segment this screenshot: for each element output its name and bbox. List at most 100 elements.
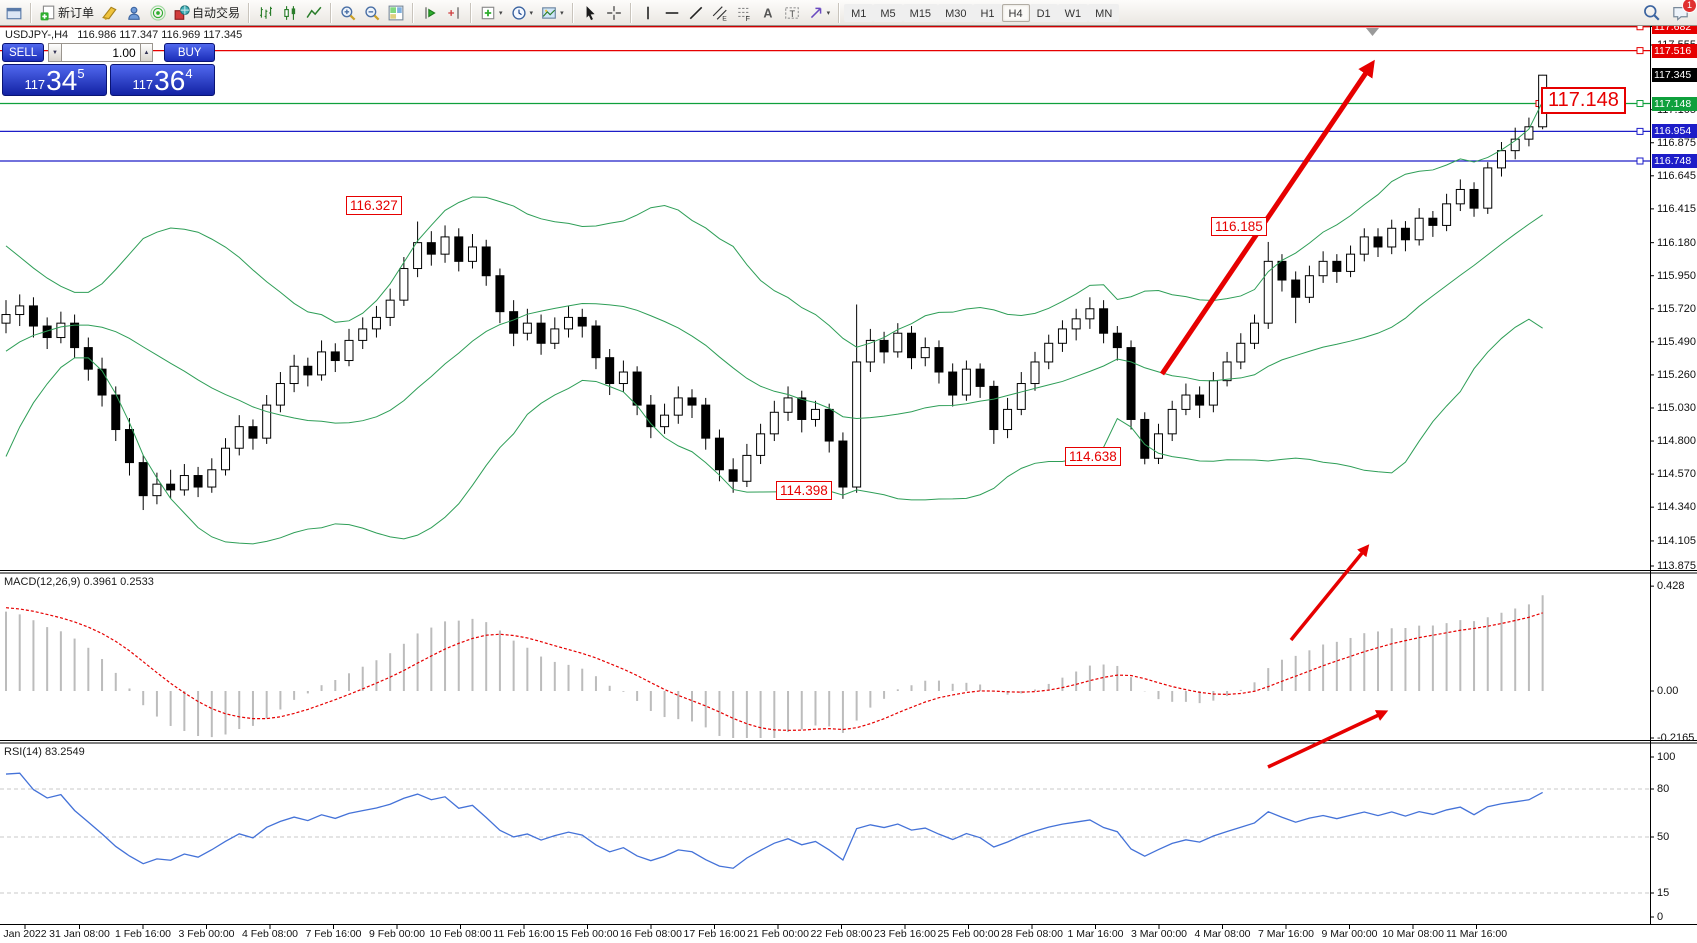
timeframe-M5-button[interactable]: M5 [873,3,903,22]
arrows-tool-button[interactable]: ▾ [804,2,835,24]
pane-divider[interactable] [0,740,1697,744]
text-tool-button[interactable]: A [756,2,780,24]
buy-button[interactable]: BUY [164,43,215,62]
buy-price-sup: 4 [185,66,193,81]
new-order-label: 新订单 [58,6,95,20]
textA-icon: A [763,6,772,20]
current-price-badge: 117.345 [1652,68,1697,83]
horizontal-line-tool-button[interactable] [660,2,684,24]
price-tick-label: 115.030 [1657,401,1696,414]
auto-scroll-button[interactable] [442,2,466,24]
symbol-search-button[interactable] [1639,1,1664,23]
timeframe-D1-button[interactable]: D1 [1029,3,1058,22]
app-button[interactable] [2,2,26,24]
time-axis-label: 4 Feb 08:00 [241,928,299,940]
notification-badge: 1 [1682,0,1697,13]
time-axis-label: 9 Mar 00:00 [1321,928,1378,940]
clock-icon [511,5,526,20]
zoom-in-button[interactable] [336,2,360,24]
trendline-tool-button[interactable] [684,2,708,24]
channel-icon: E [712,5,727,21]
buy-price-big: 36 [154,65,186,96]
price-level-line[interactable] [0,127,1650,135]
price-level-badge: 116.748 [1652,154,1697,168]
time-axis-label: 3 Mar 00:00 [1130,928,1188,940]
one-click-trading-panel: SELL ▼ ▲ BUY 117 34 5 117 36 4 [2,43,215,96]
chart-background [0,26,1697,943]
price-callout-large[interactable]: 117.148 [1541,87,1626,114]
line-chart-mode-button[interactable] [302,2,326,24]
timeframe-M15-button[interactable]: M15 [902,3,939,22]
fibonacci-tool-button[interactable]: F [732,2,756,24]
auto-trading-label: 自动交易 [192,6,241,20]
price-level-line[interactable] [0,157,1650,165]
symbol-period-label: USDJPY-,H4 [5,29,69,41]
toolbar-separator [571,2,574,23]
pane-divider[interactable] [0,570,1697,574]
macd-tick-label: -0.2165 [1657,732,1695,744]
timeframe-H4-button[interactable]: H4 [1001,3,1030,22]
timeframe-MN-button[interactable]: MN [1088,3,1120,22]
price-callout[interactable]: 114.638 [1065,447,1121,466]
time-axis-label: 25 Feb 00:00 [937,928,1000,940]
svg-text:T: T [789,9,795,19]
template-icon [542,6,556,19]
sell-button[interactable]: SELL [2,43,45,62]
volume-input[interactable] [61,43,140,62]
bar-chart-mode-button[interactable] [254,2,278,24]
auto-trading-button[interactable]: 自动交易 [170,2,244,24]
price-tick-label: 114.105 [1657,534,1696,547]
vertical-line-tool-button[interactable] [636,2,660,24]
time-axis-label: 9 Feb 00:00 [368,928,426,940]
crosshair-button[interactable] [602,2,626,24]
time-axis-label: 10 Feb 08:00 [429,928,492,940]
timeframe-W1-button[interactable]: W1 [1057,3,1089,22]
toolbar: 新订单 自动交易 ▾ ▾ ▾ E F A T ▾ M1 M5 M15 M30 H1 H4 D1 W1 MN 1 [0,0,1697,26]
candlestick-mode-button[interactable] [278,2,302,24]
price-level-line[interactable] [0,47,1650,55]
periods-button[interactable]: ▾ [507,2,538,24]
indicators-list-button[interactable]: ▾ [476,2,507,24]
chart-shift-marker[interactable] [1366,28,1379,36]
tile-icon [388,5,404,20]
tile-windows-button[interactable] [384,2,408,24]
buy-price-display[interactable]: 117 36 4 [110,64,215,96]
signals-button[interactable] [146,2,170,24]
chevron-down-icon: ▾ [826,9,831,17]
zoom-out-button[interactable] [360,2,384,24]
sell-price-display[interactable]: 117 34 5 [2,64,107,96]
toolbar-separator [470,2,473,23]
price-tick-label: 116.875 [1657,136,1696,149]
toolbar-separator [248,2,251,23]
notifications-button[interactable]: 1 [1668,0,1697,23]
price-callout[interactable]: 116.185 [1211,217,1267,236]
timeframe-M30-button[interactable]: M30 [938,3,974,22]
new-order-button[interactable]: 新订单 [36,2,98,24]
chart-shift-button[interactable] [418,2,442,24]
timeframe-M1-button[interactable]: M1 [844,3,874,22]
volume-increase-button[interactable]: ▲ [139,43,154,62]
cursor-button[interactable] [578,2,602,24]
trade-profile-button[interactable] [122,2,146,24]
macd-tick-label: 0.00 [1657,685,1679,697]
price-tick-label: 115.720 [1657,302,1696,315]
highlight-tool-button[interactable] [98,2,122,24]
chevron-down-icon: ▾ [529,9,534,17]
volume-decrease-button[interactable]: ▼ [48,43,62,62]
zoomout-icon [365,5,380,20]
price-tick-label: 116.415 [1657,202,1696,215]
templates-button[interactable]: ▾ [537,2,568,24]
channel-tool-button[interactable]: E [708,2,732,24]
price-callout[interactable]: 116.327 [346,196,402,215]
toolbar-separator [838,2,841,23]
price-callout[interactable]: 114.398 [776,481,832,500]
rsi-tick-label: 0 [1657,911,1664,923]
price-tick-label: 114.570 [1657,468,1696,481]
timeframe-H1-button[interactable]: H1 [973,3,1002,22]
label-tool-button[interactable]: T [780,2,804,24]
sell-price-sup: 5 [77,66,85,81]
rsi-indicator-label: RSI(14) 83.2549 [4,746,85,758]
rsi-tick-label: 100 [1657,751,1676,763]
